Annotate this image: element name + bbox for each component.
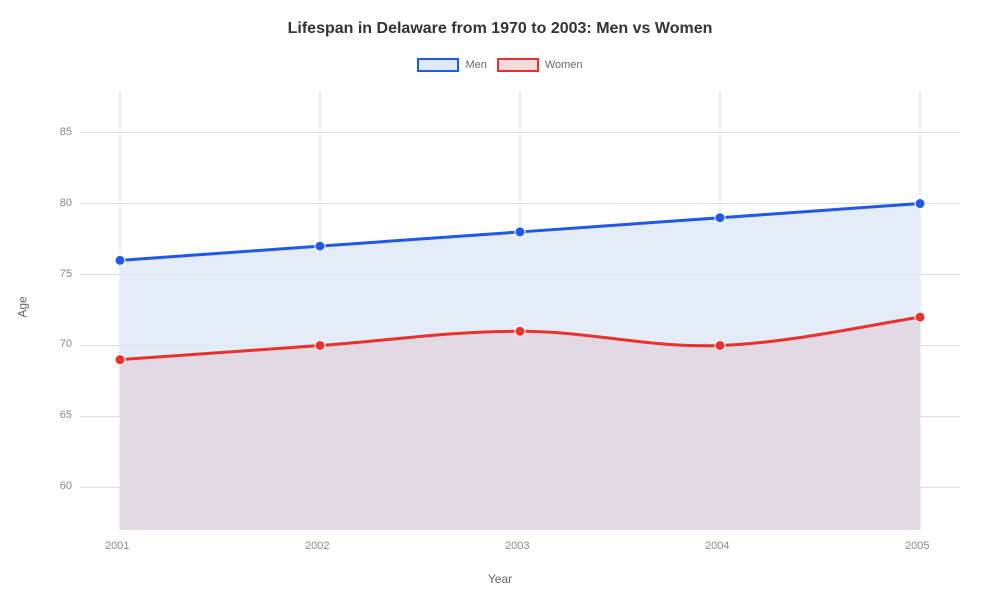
y-tick-label: 85: [60, 126, 72, 138]
y-tick-label: 70: [60, 338, 72, 350]
x-tick-label: 2005: [905, 540, 929, 552]
marker-women-1[interactable]: [315, 340, 325, 350]
legend-label-women: Women: [545, 59, 583, 71]
legend-label-men: Men: [465, 59, 486, 71]
legend: Men Women: [0, 58, 1000, 72]
legend-item-men[interactable]: Men: [417, 58, 486, 72]
legend-swatch-women: [497, 58, 539, 72]
chart-title: Lifespan in Delaware from 1970 to 2003: …: [0, 20, 1000, 38]
x-tick-label: 2004: [705, 540, 729, 552]
x-tick-label: 2002: [305, 540, 329, 552]
marker-men-1[interactable]: [315, 241, 325, 251]
legend-swatch-men: [417, 58, 459, 72]
y-tick-label: 75: [60, 268, 72, 280]
x-tick-label: 2003: [505, 540, 529, 552]
legend-item-women[interactable]: Women: [497, 58, 583, 72]
marker-women-3[interactable]: [715, 340, 725, 350]
marker-men-2[interactable]: [515, 227, 525, 237]
marker-men-3[interactable]: [715, 213, 725, 223]
y-axis-label: Age: [16, 296, 30, 317]
y-tick-label: 80: [60, 197, 72, 209]
marker-men-0[interactable]: [115, 255, 125, 265]
y-tick-label: 60: [60, 480, 72, 492]
y-tick-label: 65: [60, 409, 72, 421]
marker-women-0[interactable]: [115, 355, 125, 365]
marker-women-4[interactable]: [915, 312, 925, 322]
plot-area: [80, 90, 960, 530]
marker-women-2[interactable]: [515, 326, 525, 336]
x-tick-label: 2001: [105, 540, 129, 552]
chart-container: Lifespan in Delaware from 1970 to 2003: …: [0, 0, 1000, 600]
x-axis-label: Year: [0, 572, 1000, 586]
marker-men-4[interactable]: [915, 199, 925, 209]
